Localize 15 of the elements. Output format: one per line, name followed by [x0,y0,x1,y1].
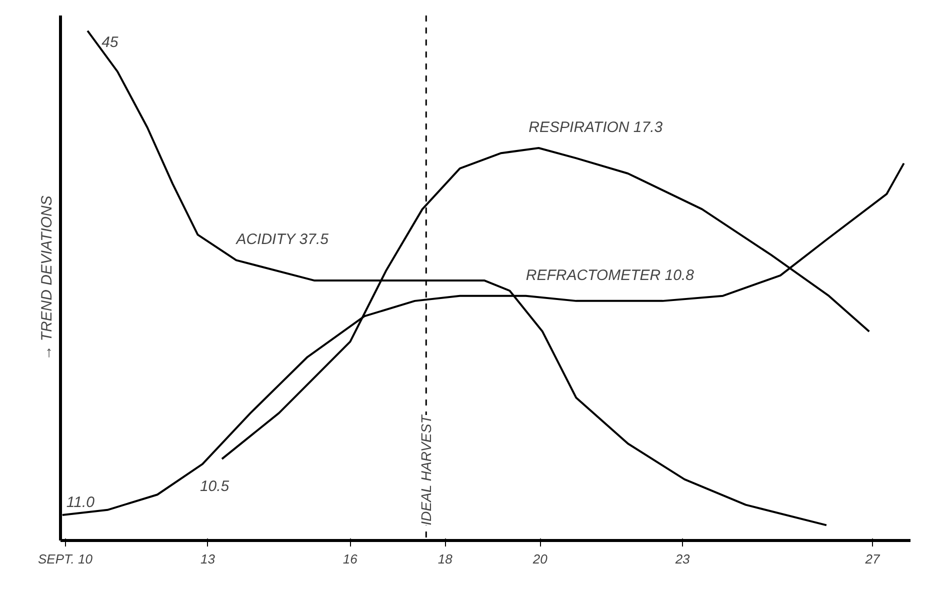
annotation: 11.0 [66,494,96,512]
x-tick-label: SEPT. 10 [38,552,94,566]
x-tick-label: 23 [674,552,691,566]
x-tick-label: 20 [532,552,548,566]
x-tick-label: 18 [438,552,454,566]
x-tick-label: 27 [864,552,881,566]
x-tick-label: 16 [342,552,358,566]
series-label: RESPIRATION 17.3 [528,119,664,136]
series-label: REFRACTOMETER 10.8 [526,266,695,284]
annotation: 10.5 [200,478,230,495]
y-axis-title: → TREND DEVIATIONS [38,196,56,360]
x-tick-label: 13 [200,552,216,566]
series-label: ACIDITY 37.5 [235,231,330,248]
annotation: 45 [102,34,119,51]
ref-line-label: IDEAL HARVEST [418,414,434,526]
